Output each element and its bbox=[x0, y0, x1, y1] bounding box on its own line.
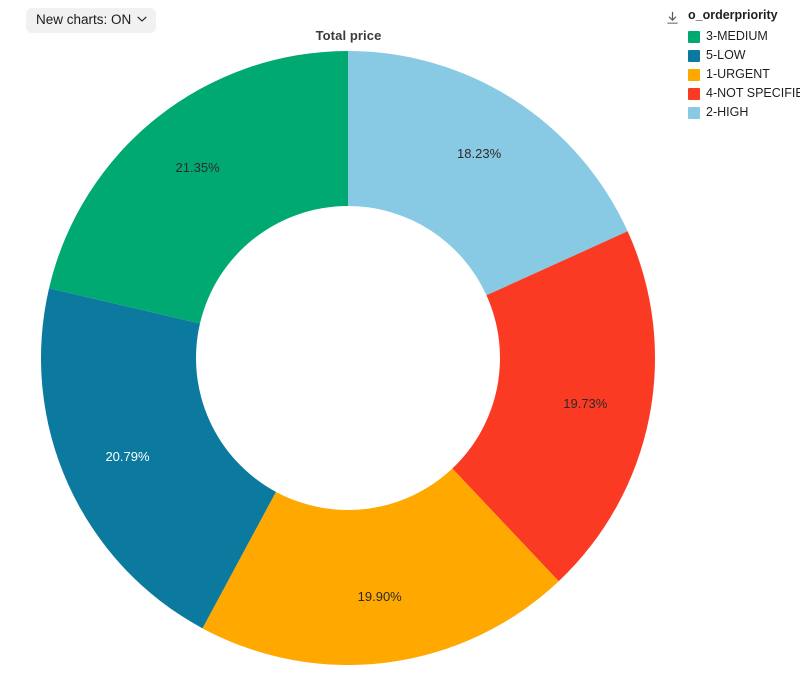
legend-item-label: 4-NOT SPECIFIED bbox=[706, 86, 800, 101]
legend-swatch-icon bbox=[688, 87, 700, 100]
new-charts-toggle-label: New charts: ON bbox=[36, 12, 132, 27]
legend-title: o_orderpriority bbox=[688, 8, 778, 22]
legend-swatch-icon bbox=[688, 49, 700, 62]
donut-slice-5-low[interactable] bbox=[41, 288, 276, 629]
legend: o_orderpriority 3-MEDIUM 5-LOW 1-URGENT 4-N… bbox=[659, 6, 800, 122]
donut-slice-label: 19.73% bbox=[563, 396, 608, 411]
legend-items: 3-MEDIUM 5-LOW 1-URGENT 4-NOT SPECIFIED 2-HI… bbox=[688, 27, 800, 122]
chart-title: Total price bbox=[315, 28, 382, 43]
donut-slice-labels: 18.23% 19.73% 19.90% 20.79% 21.35% bbox=[105, 146, 607, 604]
legend-swatch-icon bbox=[688, 106, 700, 119]
download-button[interactable] bbox=[659, 9, 685, 31]
legend-swatch-icon bbox=[688, 30, 700, 43]
donut-slice-2-high[interactable] bbox=[348, 51, 628, 296]
legend-item-label: 5-LOW bbox=[706, 48, 746, 63]
legend-item-5-low[interactable]: 5-LOW bbox=[688, 46, 800, 65]
legend-swatch-icon bbox=[688, 68, 700, 81]
donut-slice-3-medium[interactable] bbox=[49, 51, 348, 324]
legend-item-label: 1-URGENT bbox=[706, 67, 770, 82]
donut-slice-label: 20.79% bbox=[105, 449, 150, 464]
legend-item-4-not-specified[interactable]: 4-NOT SPECIFIED bbox=[688, 84, 800, 103]
donut-slice-4-not-specified[interactable] bbox=[452, 231, 655, 582]
donut-slice-label: 19.90% bbox=[358, 589, 403, 604]
new-charts-toggle-button[interactable]: New charts: ON bbox=[26, 8, 157, 33]
legend-body: o_orderpriority 3-MEDIUM 5-LOW 1-URGENT 4-N… bbox=[688, 6, 800, 122]
legend-item-label: 3-MEDIUM bbox=[706, 29, 768, 44]
download-icon bbox=[665, 11, 680, 29]
chart-area: Total price 18.23% 19.73% 19.90% 20.79% 21.3… bbox=[41, 28, 655, 666]
donut-slice-1-urgent[interactable] bbox=[202, 468, 559, 666]
legend-item-3-medium[interactable]: 3-MEDIUM bbox=[688, 27, 800, 46]
donut-slices bbox=[41, 51, 655, 666]
legend-item-1-urgent[interactable]: 1-URGENT bbox=[688, 65, 800, 84]
donut-slice-label: 21.35% bbox=[176, 160, 221, 175]
legend-item-2-high[interactable]: 2-HIGH bbox=[688, 103, 800, 122]
donut-slice-label: 18.23% bbox=[457, 146, 502, 161]
legend-item-label: 2-HIGH bbox=[706, 105, 749, 120]
chevron-down-icon bbox=[137, 14, 147, 24]
